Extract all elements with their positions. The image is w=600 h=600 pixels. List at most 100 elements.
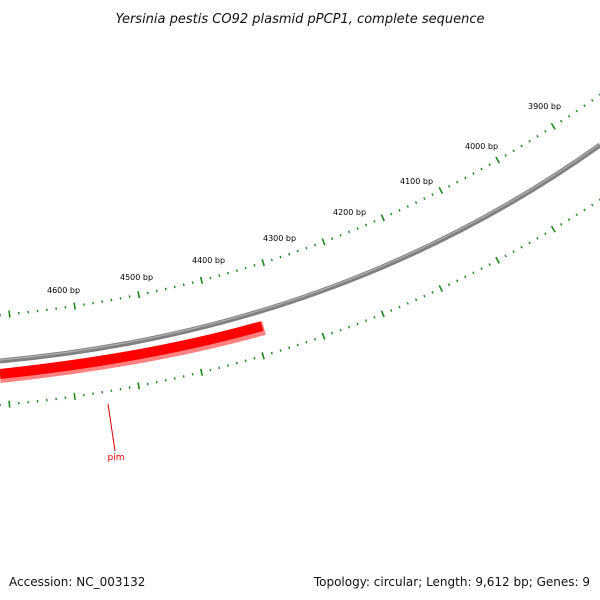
outer-ring-minor-tick bbox=[390, 212, 393, 216]
outer-ring-minor-tick bbox=[583, 104, 586, 108]
outer-ring-minor-tick bbox=[406, 205, 409, 208]
inner-ring-major-tick bbox=[321, 332, 326, 340]
outer-ring-major-tick bbox=[8, 310, 11, 318]
outer-ring-minor-tick bbox=[488, 163, 491, 166]
inner-ring-minor-tick bbox=[504, 254, 507, 258]
outer-ring-minor-tick bbox=[591, 98, 594, 102]
inner-ring-minor-tick bbox=[348, 325, 351, 329]
inner-ring-minor-tick bbox=[235, 361, 238, 365]
outer-ring-minor-tick bbox=[313, 243, 317, 247]
inner-ring-minor-tick bbox=[431, 291, 434, 294]
inner-ring-minor-tick bbox=[173, 377, 176, 380]
outer-ring-minor-tick bbox=[544, 130, 547, 133]
inner-ring-major-tick bbox=[73, 392, 76, 401]
outer-ring-major-tick bbox=[438, 187, 444, 194]
inner-ring-minor-tick bbox=[536, 236, 539, 240]
inner-scale-ticks bbox=[0, 198, 600, 408]
inner-ring-minor-tick bbox=[583, 208, 586, 212]
outer-ring-minor-tick bbox=[305, 246, 308, 250]
inner-ring-minor-tick bbox=[296, 343, 299, 347]
inner-ring-minor-tick bbox=[567, 218, 571, 222]
outer-ring-major-tick bbox=[550, 122, 556, 130]
inner-ring-minor-tick bbox=[191, 373, 194, 376]
scale-label-4300: 4300 bp bbox=[263, 234, 296, 243]
outer-ring-major-tick bbox=[380, 214, 385, 222]
outer-ring-minor-tick bbox=[364, 223, 368, 227]
scale-label-3900: 3900 bp bbox=[528, 102, 561, 111]
outer-ring-minor-tick bbox=[253, 264, 256, 267]
scale-label-4000: 4000 bp bbox=[465, 142, 498, 151]
inner-ring-minor-tick bbox=[155, 380, 158, 384]
outer-ring-major-tick bbox=[321, 238, 326, 246]
inner-ring-minor-tick bbox=[227, 364, 230, 367]
outer-ring-minor-tick bbox=[464, 176, 467, 180]
outer-ring-minor-tick bbox=[567, 114, 571, 118]
outer-ring-minor-tick bbox=[235, 269, 238, 273]
inner-ring-minor-tick bbox=[339, 328, 342, 332]
backbone-arc bbox=[0, 142, 600, 364]
outer-ring-minor-tick bbox=[414, 201, 418, 204]
gene-pim-label[interactable]: pim bbox=[108, 453, 125, 463]
inner-ring-minor-tick bbox=[288, 346, 291, 350]
outer-ring-minor-tick bbox=[528, 139, 531, 143]
map-summary-text: Topology: circular; Length: 9,612 bp; Ge… bbox=[313, 575, 590, 589]
inner-ring-minor-tick bbox=[279, 349, 282, 352]
outer-ring-minor-tick bbox=[164, 287, 167, 291]
inner-ring-major-tick bbox=[261, 352, 265, 360]
inner-ring-minor-tick bbox=[146, 382, 149, 386]
outer-ring-minor-tick bbox=[398, 208, 401, 212]
outer-ring-minor-tick bbox=[244, 266, 247, 270]
outer-ring-minor-tick bbox=[191, 281, 194, 284]
inner-ring-minor-tick bbox=[480, 267, 483, 271]
inner-ring-minor-tick bbox=[373, 315, 376, 319]
inner-ring-minor-tick bbox=[464, 275, 467, 279]
outer-ring-major-tick bbox=[137, 291, 141, 299]
scale-label-4500: 4500 bp bbox=[120, 273, 153, 282]
outer-ring-minor-tick bbox=[146, 291, 149, 295]
gene-pim[interactable]: pim bbox=[0, 321, 266, 463]
outer-ring-major-tick bbox=[261, 259, 265, 267]
outer-ring-minor-tick bbox=[296, 249, 299, 253]
inner-ring-minor-tick bbox=[559, 223, 563, 226]
inner-ring-minor-tick bbox=[447, 283, 451, 287]
inner-ring-major-tick bbox=[438, 285, 444, 293]
outer-ring-minor-tick bbox=[536, 134, 539, 138]
backbone-arc-highlight bbox=[0, 143, 600, 361]
outer-ring-minor-tick bbox=[182, 283, 185, 287]
scale-label-4200: 4200 bp bbox=[333, 208, 366, 217]
outer-ring-minor-tick bbox=[373, 220, 376, 223]
outer-ring-minor-tick bbox=[155, 289, 158, 293]
inner-ring-major-tick bbox=[550, 225, 556, 233]
inner-ring-minor-tick bbox=[406, 302, 409, 305]
scale-label-4400: 4400 bp bbox=[192, 256, 225, 265]
scale-label-4100: 4100 bp bbox=[400, 177, 433, 186]
outer-ring-minor-tick bbox=[173, 285, 176, 289]
inner-ring-major-tick bbox=[137, 382, 141, 390]
inner-ring-minor-tick bbox=[472, 271, 475, 275]
inner-ring-major-tick bbox=[495, 256, 501, 264]
inner-ring-minor-tick bbox=[364, 319, 368, 322]
inner-ring-major-tick bbox=[8, 400, 11, 408]
outer-ring-major-tick bbox=[199, 276, 204, 284]
gene-pim-bar bbox=[0, 321, 264, 379]
outer-ring-minor-tick bbox=[559, 119, 563, 123]
inner-ring-minor-tick bbox=[164, 379, 167, 382]
outer-ring-minor-tick bbox=[520, 144, 523, 148]
inner-ring-minor-tick bbox=[244, 359, 247, 363]
inner-ring-minor-tick bbox=[423, 294, 426, 298]
outer-ring-minor-tick bbox=[227, 271, 230, 275]
inner-ring-major-tick bbox=[199, 368, 204, 376]
inner-ring-minor-tick bbox=[544, 232, 547, 236]
outer-ring-minor-tick bbox=[356, 227, 359, 230]
inner-ring-major-tick bbox=[380, 310, 385, 318]
inner-ring-minor-tick bbox=[313, 337, 317, 341]
inner-ring-minor-tick bbox=[253, 356, 256, 360]
outer-ring-minor-tick bbox=[209, 276, 212, 280]
outer-ring-minor-tick bbox=[279, 255, 282, 259]
gene-pim-label-line bbox=[107, 403, 116, 452]
inner-ring-minor-tick bbox=[456, 279, 459, 283]
outer-ring-minor-tick bbox=[504, 154, 507, 157]
inner-ring-minor-tick bbox=[520, 245, 523, 249]
outer-ring-minor-tick bbox=[575, 109, 578, 113]
